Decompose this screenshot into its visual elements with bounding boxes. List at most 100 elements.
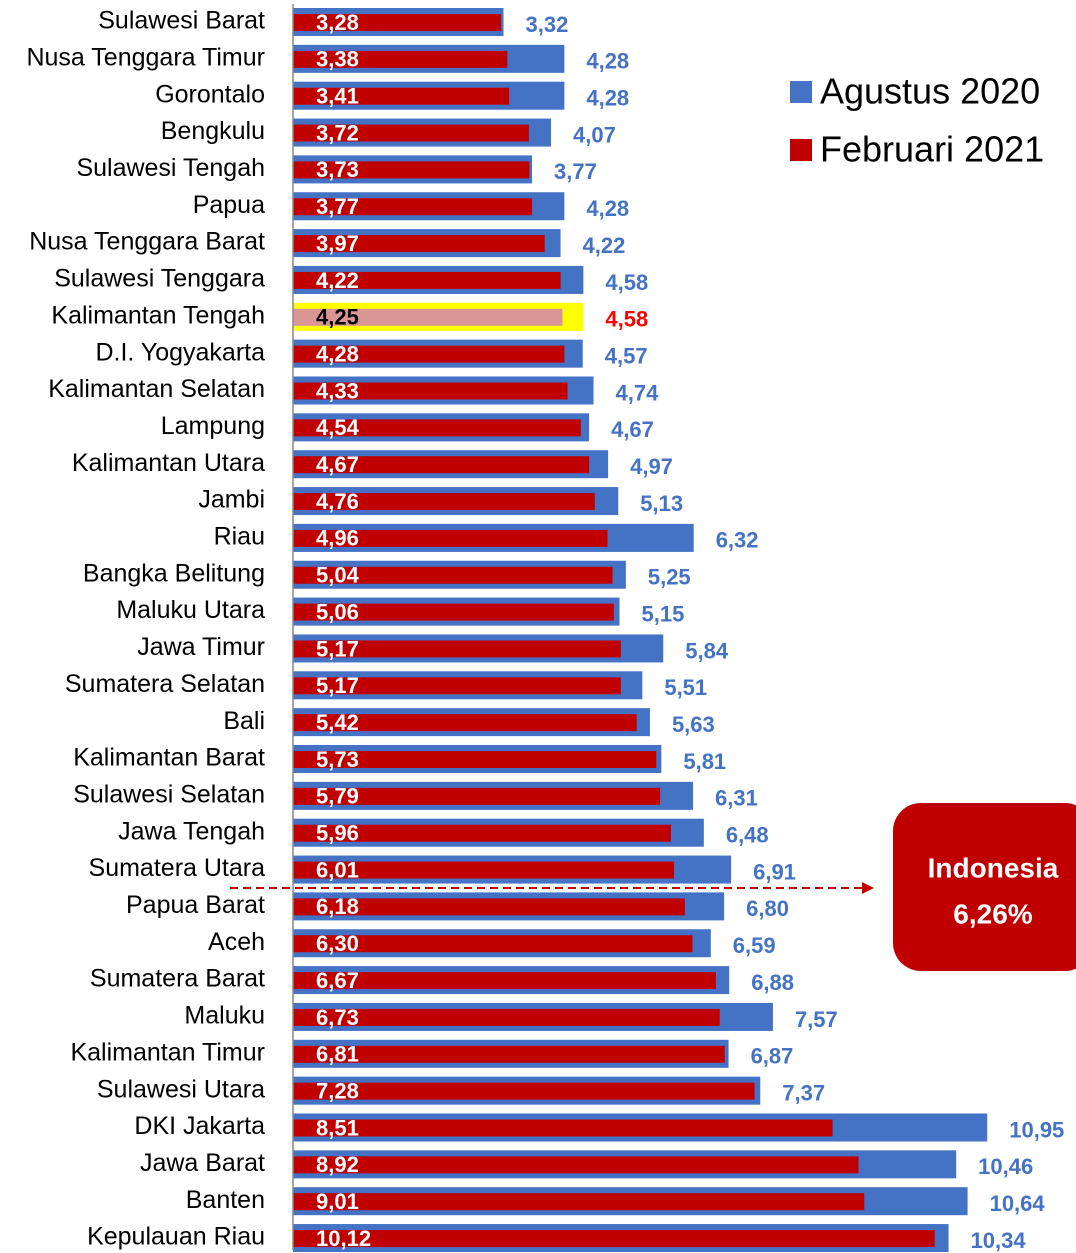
- category-label: Sumatera Selatan: [65, 670, 265, 698]
- value-label: 4,25: [316, 305, 359, 330]
- category-label: Jawa Timur: [137, 633, 265, 661]
- value-label: 3,77: [316, 194, 359, 219]
- bar: [293, 419, 581, 437]
- value-label: 4,28: [316, 341, 359, 366]
- value-label: 4,58: [605, 270, 648, 295]
- bar: [293, 345, 565, 363]
- value-label: 4,07: [573, 122, 616, 147]
- value-label: 4,58: [605, 307, 648, 332]
- category-label: Kalimantan Selatan: [48, 375, 265, 403]
- bar: [293, 456, 590, 474]
- category-label: Riau: [214, 523, 265, 551]
- value-label: 5,06: [316, 599, 359, 624]
- value-label: 9,01: [316, 1189, 359, 1214]
- category-label: DKI Jakarta: [134, 1112, 265, 1140]
- category-label: Maluku: [184, 1002, 265, 1030]
- category-label: Papua Barat: [126, 891, 265, 919]
- value-label: 6,59: [733, 933, 776, 958]
- value-label: 4,67: [316, 452, 359, 477]
- category-label: Jawa Tengah: [118, 817, 265, 845]
- value-label: 5,04: [316, 563, 360, 588]
- value-label: 5,84: [685, 638, 729, 663]
- bar: [293, 50, 508, 68]
- value-label: 3,32: [525, 12, 568, 37]
- value-label: 8,51: [316, 1115, 359, 1140]
- bar: [293, 161, 530, 179]
- category-label: Sulawesi Utara: [97, 1075, 265, 1103]
- bar: [293, 1156, 859, 1174]
- arrow-head: [862, 881, 874, 894]
- value-label: 4,54: [316, 415, 360, 440]
- value-label: 8,92: [316, 1152, 359, 1177]
- category-label: Jambi: [198, 486, 265, 514]
- category-label: Sumatera Utara: [89, 854, 266, 882]
- value-label: 4,22: [583, 233, 626, 258]
- legend-label: Agustus 2020: [820, 71, 1040, 112]
- value-label: 6,80: [746, 896, 789, 921]
- value-label: 6,81: [316, 1042, 359, 1067]
- bar: [293, 861, 675, 879]
- value-label: 4,28: [586, 49, 629, 74]
- value-label: 6,48: [726, 823, 769, 848]
- value-label: 5,73: [316, 747, 359, 772]
- value-label: 6,32: [716, 528, 759, 553]
- category-label: Kepulauan Riau: [87, 1223, 265, 1251]
- value-label: 5,25: [648, 565, 691, 590]
- value-label: 10,64: [990, 1191, 1046, 1216]
- value-label: 7,28: [316, 1078, 359, 1103]
- value-label: 5,81: [683, 749, 726, 774]
- bar: [293, 1119, 833, 1137]
- annotation-text: 6,26%: [953, 898, 1032, 929]
- value-label: 4,96: [316, 526, 359, 551]
- value-label: 6,01: [316, 857, 359, 882]
- bar: [293, 677, 621, 695]
- bar: [293, 603, 614, 621]
- value-label: 6,73: [316, 1005, 359, 1030]
- category-label: Maluku Utara: [116, 596, 265, 624]
- value-label: 5,15: [642, 601, 685, 626]
- value-label: 3,28: [316, 10, 359, 35]
- bar: [293, 308, 563, 326]
- category-label: Sulawesi Selatan: [73, 780, 265, 808]
- bar: [293, 1008, 720, 1026]
- value-label: 5,96: [316, 821, 359, 846]
- category-label: Jawa Barat: [140, 1149, 265, 1177]
- bar: [293, 972, 716, 990]
- category-label: Bengkulu: [161, 117, 265, 145]
- value-label: 4,67: [611, 417, 654, 442]
- value-label: 4,28: [586, 196, 629, 221]
- category-label: Nusa Tenggara Timur: [26, 43, 265, 71]
- value-label: 5,17: [316, 636, 359, 661]
- bar: [293, 529, 608, 547]
- value-label: 4,28: [586, 86, 629, 111]
- value-label: 6,67: [316, 968, 359, 993]
- bar: [293, 14, 501, 31]
- value-label: 3,77: [554, 159, 597, 184]
- category-label: Kalimantan Timur: [70, 1038, 265, 1066]
- bar: [293, 824, 671, 842]
- bar: [293, 787, 661, 805]
- value-label: 6,87: [751, 1044, 794, 1069]
- bar: [293, 1082, 755, 1100]
- value-label: 5,17: [316, 673, 359, 698]
- category-label: Gorontalo: [155, 80, 265, 108]
- annotation-text: Indonesia: [928, 852, 1059, 883]
- category-label: Papua: [193, 191, 265, 219]
- category-label: Nusa Tenggara Barat: [29, 228, 265, 256]
- category-label: Bangka Belitung: [83, 559, 265, 587]
- bar: [293, 935, 693, 953]
- value-label: 7,57: [795, 1007, 838, 1032]
- value-label: 4,22: [316, 268, 359, 293]
- value-label: 5,63: [672, 712, 715, 737]
- value-label: 6,30: [316, 931, 359, 956]
- legend-swatch: [790, 139, 812, 161]
- value-label: 5,42: [316, 710, 359, 735]
- category-label: Sulawesi Barat: [98, 7, 265, 35]
- bar: [293, 493, 595, 511]
- value-label: 4,57: [605, 343, 648, 368]
- bar: [293, 640, 621, 658]
- value-label: 5,13: [640, 491, 683, 516]
- annotation-box: [893, 803, 1076, 971]
- value-label: 4,74: [616, 380, 660, 405]
